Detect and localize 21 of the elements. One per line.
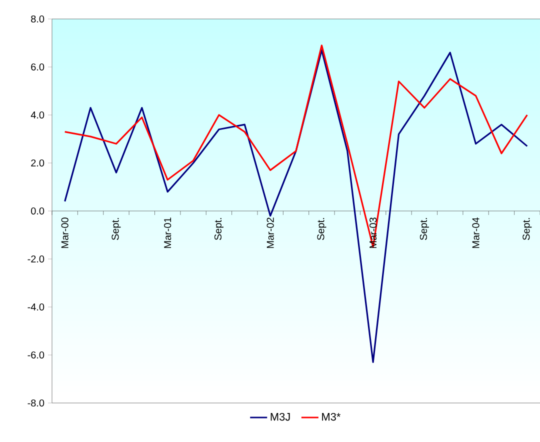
y-tick-label: 0.0 (31, 207, 44, 215)
y-tick-label: -6.0 (28, 351, 44, 359)
x-tick-label: Sept. (112, 218, 121, 240)
y-tick-label: 6.0 (31, 63, 44, 70)
x-tick-label: Sept. (317, 218, 326, 240)
x-tick-label: Mar-02 (266, 218, 274, 248)
y-tick-label: 8.0 (31, 15, 44, 22)
legend-label: M3J (270, 412, 290, 421)
x-tick-label: Mar-03 (370, 218, 377, 248)
y-tick-label: -8.0 (28, 399, 44, 407)
x-tick-label: Sept. (522, 218, 532, 240)
y-tick-label: 2.0 (31, 159, 44, 167)
x-tick-label: Sept. (214, 218, 224, 240)
x-tick-label: Mar-01 (164, 218, 172, 248)
y-tick-label: -4.0 (28, 303, 44, 311)
y-tick-label: 4.0 (30, 111, 44, 118)
x-tick-label: Mar-04 (472, 217, 480, 248)
x-tick-label: Mar-00 (61, 218, 68, 248)
x-tick-label: Sept. (420, 218, 429, 240)
legend-label: M3* (322, 412, 341, 421)
y-tick-label: -2.0 (28, 255, 44, 263)
